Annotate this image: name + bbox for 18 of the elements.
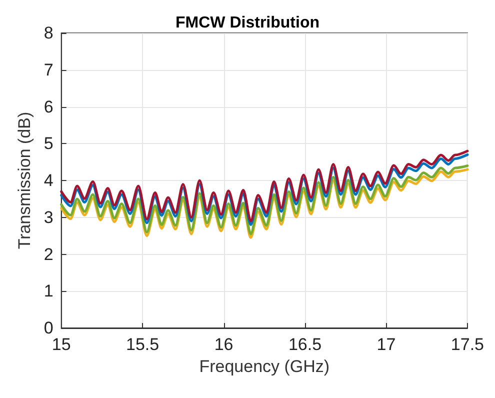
y-tick-label: 2 (44, 244, 54, 264)
y-tick-label: 3 (44, 208, 54, 227)
y-tick-label: 6 (44, 97, 54, 116)
x-axis-title: Frequency (GHz) (199, 356, 330, 376)
y-axis-title: Transmission (dB) (15, 112, 34, 250)
y-tick-label: 8 (44, 24, 54, 42)
y-tick-label: 1 (44, 282, 54, 301)
y-tick-label: 0 (44, 318, 54, 338)
y-tick-label: 4 (44, 171, 54, 190)
y-tick-label: 5 (44, 134, 54, 154)
x-tick-label: 15.5 (126, 335, 160, 354)
chart-title: FMCW Distribution (176, 14, 320, 32)
x-tick-label: 16 (214, 335, 234, 354)
x-tick-label: 15 (52, 335, 71, 354)
x-tick-label: 16.5 (288, 335, 322, 354)
y-tick-label: 7 (44, 60, 54, 80)
x-tick-label: 17.5 (450, 335, 484, 354)
x-tick-label: 17 (376, 335, 396, 354)
